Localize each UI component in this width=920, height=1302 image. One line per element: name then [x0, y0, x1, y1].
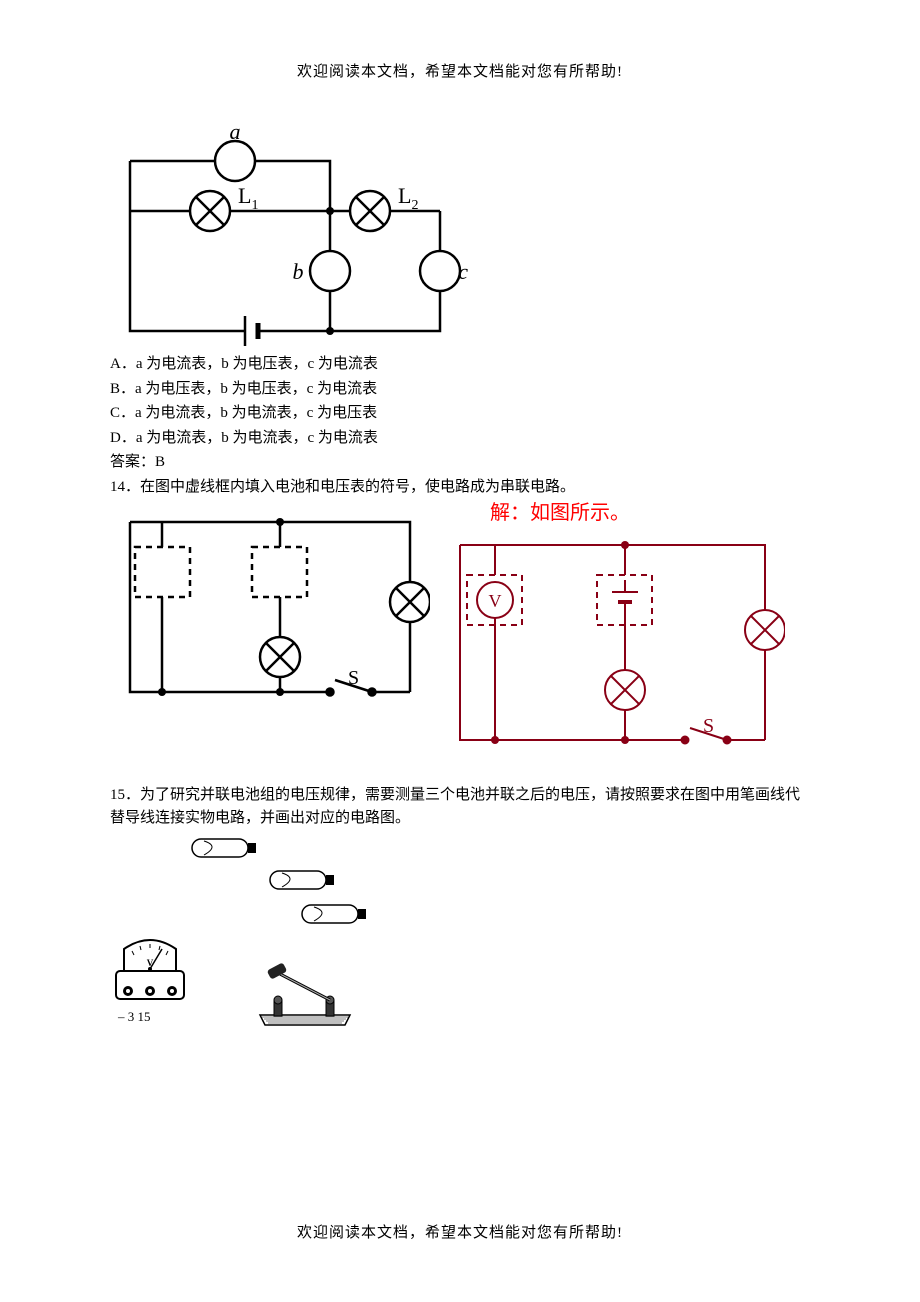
label-v: V	[489, 591, 502, 611]
question-15: 15．为了研究并联电池组的电压规律，需要测量三个电池并联之后的电压，请按照要求在…	[110, 784, 810, 829]
page-header: 欢迎阅读本文档，希望本文档能对您有所帮助!	[110, 60, 810, 81]
label-l1: L1	[238, 183, 258, 213]
battery-2-icon	[268, 867, 338, 893]
label-c: c	[458, 259, 468, 284]
question-14: 14．在图中虚线框内填入电池和电压表的符号，使电路成为串联电路。	[110, 476, 810, 499]
option-d: D．a 为电流表，b 为电流表，c 为电流表	[110, 427, 810, 450]
circuit-q14-blank: S	[110, 502, 430, 722]
circuit-diagram-1: a b c L1 L2	[110, 121, 470, 351]
answer-text: 答案：B	[110, 451, 810, 474]
label-a: a	[230, 121, 241, 144]
voltmeter-scale-label: – 3 15	[118, 1007, 190, 1027]
label-b: b	[293, 259, 304, 284]
page-footer: 欢迎阅读本文档，希望本文档能对您有所帮助!	[0, 1221, 920, 1242]
svg-text:V: V	[147, 958, 154, 968]
voltmeter-icon: V	[110, 935, 190, 1005]
options-list: A．a 为电流表，b 为电压表，c 为电流表 B．a 为电压表，b 为电压表，c…	[110, 353, 810, 449]
option-b: B．a 为电压表，b 为电压表，c 为电流表	[110, 378, 810, 401]
label-l2: L2	[398, 183, 418, 213]
circuit-q14-answer: V S	[445, 530, 785, 780]
label-s: S	[348, 667, 359, 689]
q14-answer-label: 解：如图所示。	[490, 498, 630, 528]
label-s2: S	[703, 715, 714, 737]
option-c: C．a 为电流表，b 为电流表，c 为电压表	[110, 402, 810, 425]
option-a: A．a 为电流表，b 为电压表，c 为电流表	[110, 353, 810, 376]
switch-icon	[250, 960, 360, 1030]
battery-1-icon	[190, 835, 260, 861]
battery-3-icon	[300, 901, 370, 927]
